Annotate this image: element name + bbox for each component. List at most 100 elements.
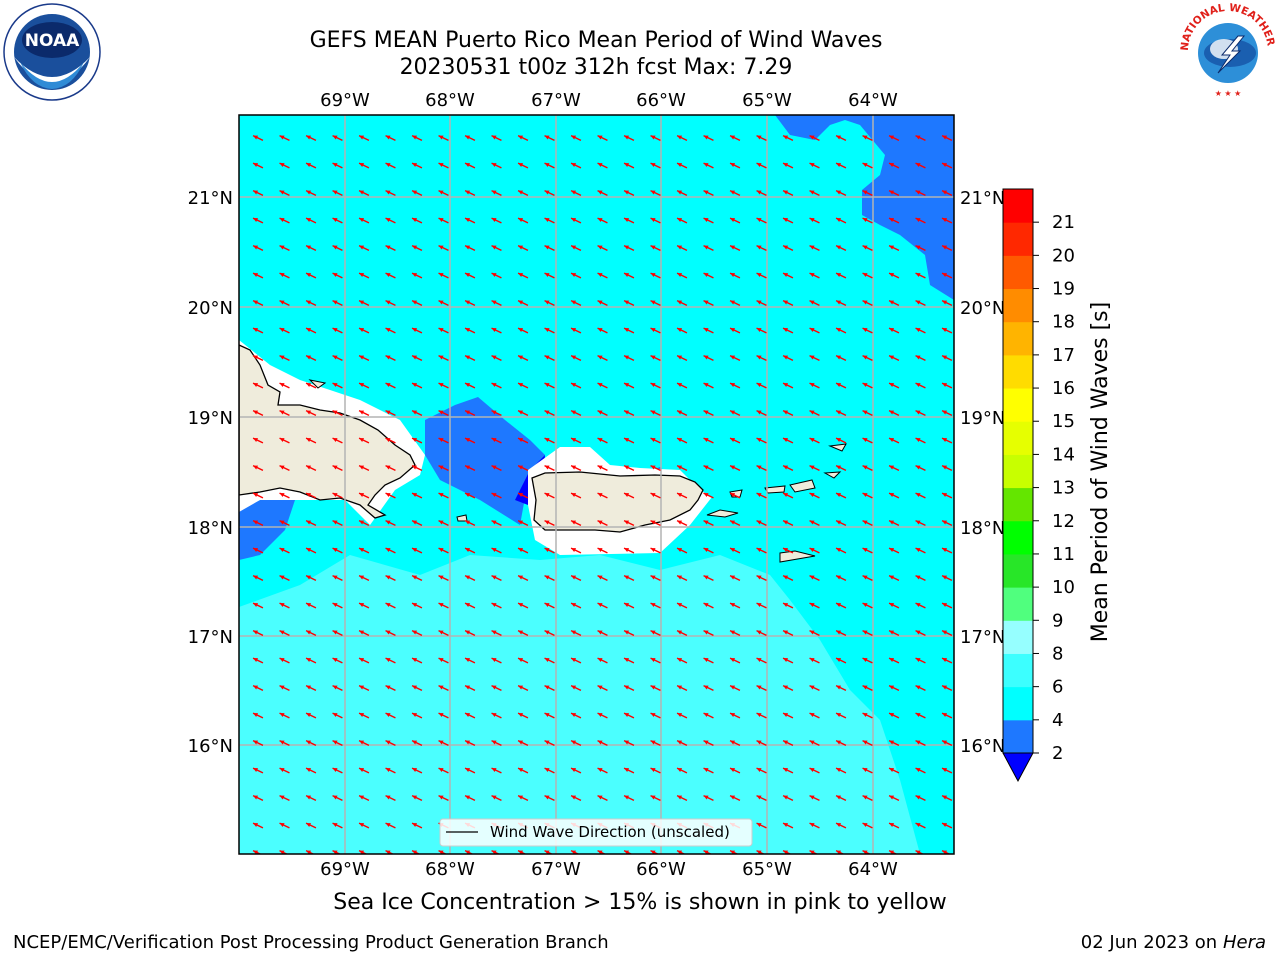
lat-tick-label-left: 21°N (188, 188, 233, 209)
wind-wave-arrow (252, 657, 264, 664)
wind-wave-arrow (862, 354, 873, 362)
colorbar-tick-label: 15 (1052, 411, 1075, 432)
wind-wave-arrow (279, 684, 290, 692)
wind-wave-arrow (703, 547, 714, 554)
wind-wave-arrow (941, 299, 953, 307)
wind-wave-arrow (411, 657, 423, 664)
wind-wave-arrow (676, 409, 688, 417)
wind-wave-arrow (464, 794, 476, 802)
wind-wave-arrow (438, 574, 449, 582)
colorbar-tick-label: 14 (1052, 444, 1075, 465)
wind-wave-arrow (915, 327, 926, 334)
wind-wave-arrow (703, 464, 714, 472)
wind-wave-arrow (279, 519, 290, 527)
wind-wave-arrow (835, 574, 847, 582)
wind-wave-arrow (332, 684, 343, 692)
wind-wave-arrow (305, 354, 317, 362)
wind-wave-arrow (623, 684, 635, 692)
wind-wave-arrow (252, 244, 264, 252)
wind-wave-arrow (888, 189, 900, 197)
colorbar-tick-label: 18 (1052, 312, 1075, 333)
wind-wave-arrow (676, 437, 688, 444)
wind-wave-arrow (809, 794, 820, 802)
wind-wave-arrow (756, 189, 767, 197)
wind-wave-arrow (252, 382, 264, 389)
sea-ice-note: Sea Ice Concentration > 15% is shown in … (333, 890, 947, 915)
wind-wave-arrow (862, 712, 873, 719)
colorbar-tick-label: 16 (1052, 378, 1075, 399)
wind-wave-arrow (544, 437, 555, 444)
wind-wave-arrow (915, 574, 926, 582)
footer-date-text: 02 Jun 2023 on (1080, 932, 1218, 953)
wind-wave-arrow (650, 409, 661, 417)
wind-wave-arrow (862, 519, 873, 527)
wind-wave-arrow (570, 382, 582, 389)
wind-wave-arrow (385, 574, 396, 582)
wind-wave-arrow (915, 849, 925, 854)
wind-wave-arrow (279, 272, 290, 279)
wind-wave-arrow (570, 767, 582, 774)
wind-wave-arrow (809, 409, 820, 417)
wind-wave-arrow (570, 327, 582, 334)
wind-wave-arrow (623, 794, 635, 802)
wind-wave-arrow (464, 464, 476, 472)
wind-wave-arrow (729, 519, 741, 527)
wind-wave-arrow (544, 272, 555, 279)
wind-wave-arrow (464, 657, 476, 664)
wind-wave-arrow (676, 162, 688, 169)
wind-wave-arrow (358, 134, 370, 142)
wind-wave-arrow (279, 794, 290, 802)
colorbar-segment (1003, 354, 1033, 389)
wind-wave-arrow (252, 822, 264, 829)
wind-wave-arrow (782, 409, 794, 417)
wind-wave-arrow (491, 354, 502, 362)
wind-wave-arrow (517, 162, 529, 169)
wind-wave-arrow (835, 492, 847, 499)
wind-wave-arrow (782, 189, 794, 197)
wind-wave-arrow (862, 822, 873, 829)
wind-wave-arrow (862, 217, 873, 224)
wind-wave-arrow (517, 629, 529, 637)
wind-wave-arrow (358, 409, 370, 417)
wind-wave-arrow (862, 684, 873, 692)
wind-wave-arrow (464, 574, 476, 582)
wind-wave-arrow (411, 767, 423, 774)
wind-wave-arrow (809, 602, 820, 609)
wind-wave-arrow (252, 794, 264, 802)
wind-wave-arrow (517, 657, 529, 664)
wind-wave-arrow (279, 217, 290, 224)
wind-wave-arrow (385, 712, 396, 719)
wind-wave-arrow (676, 657, 688, 664)
wind-wave-arrow (544, 299, 555, 307)
wind-wave-arrow (729, 464, 741, 472)
wind-wave-arrow (915, 629, 926, 637)
wind-wave-arrow (252, 217, 264, 224)
colorbar-tick-label: 17 (1052, 345, 1075, 366)
wind-wave-arrow (252, 272, 264, 279)
wind-wave-arrow (756, 134, 767, 142)
wind-wave-arrow (597, 244, 608, 252)
wind-wave-arrow (941, 712, 953, 719)
wind-wave-arrow (411, 354, 423, 362)
wind-wave-arrow (650, 684, 661, 692)
wind-wave-arrow (491, 739, 502, 747)
wind-wave-arrow (756, 794, 767, 802)
wind-wave-arrow (570, 409, 582, 417)
wind-wave-arrow (597, 629, 608, 637)
wind-wave-arrow (729, 602, 741, 609)
map-title: GEFS MEAN Puerto Rico Mean Period of Win… (309, 28, 883, 53)
wind-wave-arrow (544, 547, 555, 554)
wind-wave-arrow (464, 162, 476, 169)
wind-wave-arrow (809, 134, 820, 142)
wind-wave-arrow (941, 739, 953, 747)
legend-label: Wind Wave Direction (unscaled) (490, 823, 730, 841)
wind-wave-arrow (438, 547, 449, 554)
wind-wave-arrow (809, 382, 820, 389)
wind-wave-arrow (597, 217, 608, 224)
wind-wave-arrow (544, 684, 555, 692)
wind-wave-arrow (305, 244, 317, 252)
wind-wave-arrow (464, 849, 474, 854)
wind-wave-arrow (491, 794, 502, 802)
wind-wave-arrow (782, 244, 794, 252)
wind-wave-arrow (570, 354, 582, 362)
